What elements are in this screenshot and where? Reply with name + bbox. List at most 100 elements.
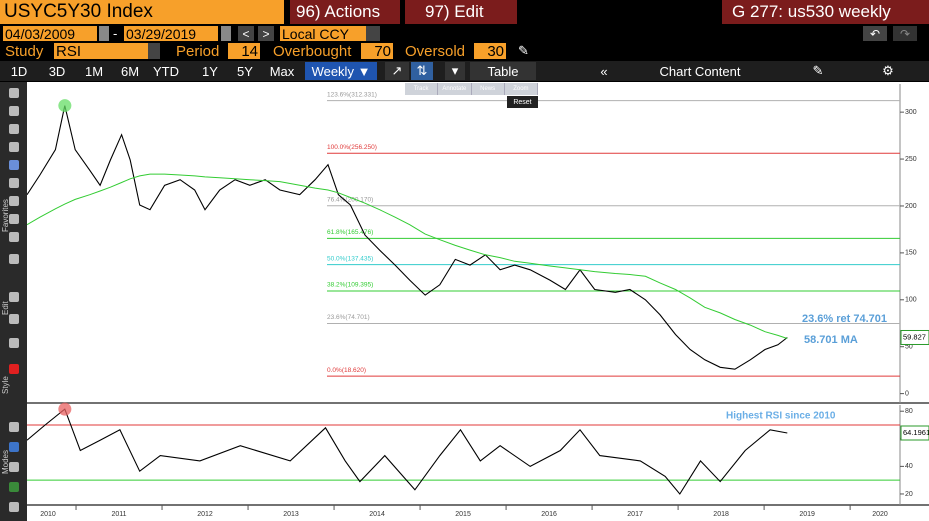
period-button[interactable]: 1Y — [202, 63, 218, 79]
popup-item[interactable]: Track — [405, 83, 439, 95]
tool-icon[interactable] — [9, 160, 19, 170]
y-tick-label: 100 — [905, 297, 917, 304]
rsi-note: Highest RSI since 2010 — [726, 411, 836, 422]
x-tick-label: 2014 — [369, 511, 385, 518]
x-tick-label: 2013 — [283, 511, 299, 518]
undo-button[interactable]: ↶ — [863, 26, 887, 41]
x-tick-label: 2012 — [197, 511, 213, 518]
tool-icon[interactable] — [9, 214, 19, 224]
tool-icon[interactable] — [9, 502, 19, 512]
dropdown[interactable] — [366, 26, 380, 41]
popup-item[interactable]: News — [472, 83, 505, 95]
tool-icon[interactable] — [9, 422, 19, 432]
collapse-button[interactable]: « — [600, 63, 608, 79]
start-date[interactable]: 04/03/2009 — [3, 26, 97, 42]
chart-content-button[interactable]: Chart Content — [659, 63, 741, 79]
dropdown[interactable] — [148, 43, 160, 59]
calendar-icon[interactable] — [221, 26, 231, 41]
tool-icon[interactable] — [9, 232, 19, 242]
fib-label: 123.6%(312.331) — [327, 91, 377, 98]
overbought-label: Overbought — [273, 42, 352, 60]
tool-icon[interactable] — [9, 142, 19, 152]
line-tool[interactable]: ↗ — [385, 62, 409, 80]
y-tick-label: 20 — [905, 491, 913, 498]
tool-icon[interactable] — [9, 338, 19, 348]
y-tick-label: 50 — [905, 344, 913, 351]
security-title[interactable]: USYC5Y30 Index — [0, 0, 284, 24]
prev-button[interactable]: < — [238, 26, 254, 41]
actions-menu[interactable]: 96) Actions — [290, 0, 400, 24]
y-tick-label: 80 — [905, 408, 913, 415]
currency-select[interactable]: Local CCY — [280, 26, 366, 42]
x-tick-label: 2018 — [713, 511, 729, 518]
period-button[interactable]: 5Y — [237, 63, 253, 79]
y-tick-label: 300 — [905, 109, 917, 116]
tool-icon[interactable] — [9, 482, 19, 492]
dash: - — [113, 26, 118, 41]
fib-label: 61.8%(165.476) — [327, 229, 373, 236]
color-icon[interactable] — [9, 364, 19, 374]
end-date[interactable]: 03/29/2019 — [124, 26, 218, 42]
table-button[interactable]: Table — [470, 62, 536, 80]
peak-highlight — [58, 99, 72, 113]
annotation: 58.701 MA — [804, 334, 858, 346]
tool-icon[interactable] — [9, 106, 19, 116]
fib-label: 38.2%(109.395) — [327, 282, 373, 289]
popup-item[interactable]: Annotate — [438, 83, 472, 95]
period-button[interactable]: 3D — [48, 63, 66, 79]
redo-button[interactable]: ↷ — [893, 26, 917, 41]
sidebar-label: Style — [1, 376, 10, 394]
tool-icon[interactable] — [9, 124, 19, 134]
edit-icon[interactable]: ✎ — [812, 63, 824, 78]
frequency-select[interactable]: Weekly ▼ — [305, 62, 377, 80]
study-label: Study — [5, 42, 44, 60]
period-label: Period — [176, 42, 220, 60]
y-tick-label: 150 — [905, 250, 917, 257]
annotation: 23.6% ret 74.701 — [802, 313, 887, 325]
last-value-tag — [900, 425, 929, 441]
chart-popup: Track Annotate News Zoom Reset — [405, 83, 538, 109]
x-tick-label: 2017 — [627, 511, 643, 518]
period-input[interactable]: 14 — [228, 43, 260, 60]
oversold-label: Oversold — [405, 42, 466, 60]
study-select[interactable]: RSI — [54, 43, 148, 60]
period-button[interactable]: YTD — [153, 63, 179, 79]
y-tick-label: 0 — [905, 390, 909, 397]
fib-label: 76.4%(200.170) — [327, 197, 373, 204]
tool-icon[interactable] — [9, 442, 19, 452]
next-button[interactable]: > — [258, 26, 274, 41]
period-button[interactable]: 6M — [120, 63, 140, 79]
bar-tool[interactable]: ⇅ — [411, 62, 433, 80]
tool-icon[interactable] — [9, 88, 19, 98]
edit-menu[interactable]: 97) Edit — [405, 0, 517, 24]
period-button[interactable]: 1D — [10, 63, 28, 79]
tool-icon[interactable] — [9, 196, 19, 206]
x-tick-label: 2016 — [541, 511, 557, 518]
last-value: 59.827 — [903, 332, 926, 341]
calendar-icon[interactable] — [99, 26, 109, 41]
y-tick-label: 40 — [905, 463, 913, 470]
oversold-input[interactable]: 30 — [474, 43, 506, 60]
fib-label: 100.0%(256.250) — [327, 144, 377, 151]
y-tick-label: 200 — [905, 203, 917, 210]
settings-icon[interactable]: ⚙ — [882, 63, 894, 78]
tool-icon[interactable] — [9, 254, 19, 264]
popup-item[interactable]: Zoom — [505, 83, 538, 95]
tool-icon[interactable] — [9, 292, 19, 302]
chart-area: 0 50 100 150 200 250 300 123.6%(312.331) 100.0%(… — [27, 82, 929, 521]
overbought-input[interactable]: 70 — [361, 43, 393, 60]
price-line — [27, 408, 788, 495]
x-tick-label: 2020 — [872, 511, 888, 518]
more-tool[interactable]: ▾ — [445, 62, 465, 80]
x-tick-label: 2019 — [799, 511, 815, 518]
sidebar-label: Favorites — [1, 199, 10, 232]
tool-icon[interactable] — [9, 462, 19, 472]
pen-icon[interactable]: ✎ — [518, 43, 529, 58]
tool-icon[interactable] — [9, 178, 19, 188]
period-button[interactable]: Max — [269, 63, 295, 79]
period-button[interactable]: 1M — [84, 63, 104, 79]
tool-icon[interactable] — [9, 314, 19, 324]
reset-button[interactable]: Reset — [507, 96, 538, 108]
sidebar-label: Modes — [1, 449, 10, 474]
